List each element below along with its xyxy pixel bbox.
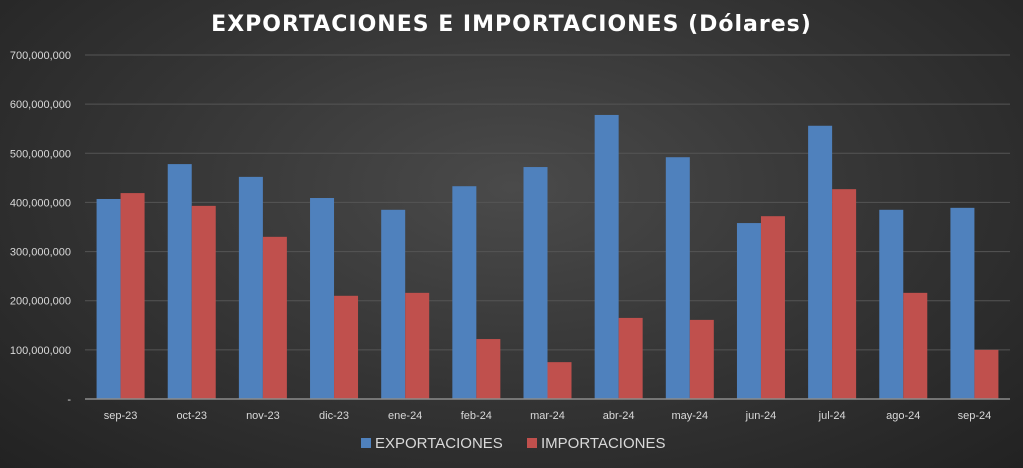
bar-exportaciones-oct-23: [167, 164, 192, 399]
bar-importaciones-oct-23: [191, 205, 216, 399]
bar-importaciones-ago-24: [903, 292, 928, 399]
bar-exportaciones-sep-23: [96, 198, 121, 399]
legend-label-importaciones: IMPORTACIONES: [541, 435, 665, 452]
bar-exportaciones-dic-23: [310, 198, 335, 399]
bar-importaciones-jun-24: [760, 216, 785, 399]
bar-exportaciones-jul-24: [808, 125, 833, 399]
bar-importaciones-sep-23: [120, 193, 145, 399]
bar-importaciones-dic-23: [334, 295, 359, 399]
x-tick-label: may-24: [671, 410, 708, 422]
legend-swatch-importaciones: [527, 438, 537, 448]
bar-importaciones-feb-24: [476, 339, 501, 399]
bar-exportaciones-nov-23: [238, 176, 263, 399]
legend-swatch-exportaciones: [361, 438, 371, 448]
bar-importaciones-abr-24: [618, 317, 643, 399]
y-tick-label: 600,000,000: [10, 99, 71, 111]
x-tick-label: feb-24: [461, 410, 492, 422]
x-tick-label: nov-23: [246, 410, 280, 422]
bar-exportaciones-sep-24: [950, 207, 975, 399]
y-tick-label: -: [67, 394, 71, 406]
x-tick-label: mar-24: [530, 410, 565, 422]
y-tick-label: 100,000,000: [10, 345, 71, 357]
bar-importaciones-sep-24: [974, 349, 999, 399]
bar-exportaciones-abr-24: [594, 114, 619, 399]
bar-exportaciones-ago-24: [879, 209, 904, 399]
y-tick-label: 700,000,000: [10, 50, 71, 62]
y-tick-label: 200,000,000: [10, 296, 71, 308]
bar-exportaciones-may-24: [665, 157, 690, 399]
bar-importaciones-ene-24: [405, 292, 430, 399]
bar-exportaciones-feb-24: [452, 186, 477, 399]
x-tick-label: dic-23: [319, 410, 349, 422]
bar-exportaciones-ene-24: [381, 209, 406, 399]
y-tick-label: 500,000,000: [10, 148, 71, 160]
bar-importaciones-may-24: [689, 319, 714, 399]
y-tick-label: 300,000,000: [10, 247, 71, 259]
x-tick-label: jul-24: [818, 410, 846, 422]
x-tick-label: ene-24: [388, 410, 422, 422]
bar-exportaciones-jun-24: [736, 223, 761, 399]
bar-importaciones-mar-24: [547, 362, 572, 399]
x-tick-label: sep-23: [104, 410, 138, 422]
legend-label-exportaciones: EXPORTACIONES: [375, 435, 503, 452]
x-tick-label: oct-23: [176, 410, 207, 422]
chart-title: EXPORTACIONES E IMPORTACIONES (Dólares): [211, 12, 812, 37]
x-tick-label: abr-24: [603, 410, 635, 422]
y-tick-label: 400,000,000: [10, 197, 71, 209]
bar-importaciones-jul-24: [832, 189, 857, 399]
x-tick-label: ago-24: [886, 410, 920, 422]
bar-exportaciones-mar-24: [523, 167, 548, 399]
x-tick-label: sep-24: [958, 410, 992, 422]
x-tick-label: jun-24: [745, 410, 777, 422]
bar-importaciones-nov-23: [262, 236, 287, 399]
